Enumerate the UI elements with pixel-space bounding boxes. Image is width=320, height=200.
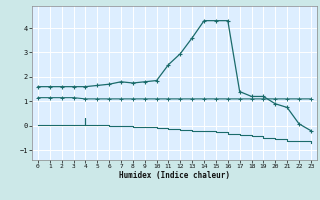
X-axis label: Humidex (Indice chaleur): Humidex (Indice chaleur) [119, 171, 230, 180]
